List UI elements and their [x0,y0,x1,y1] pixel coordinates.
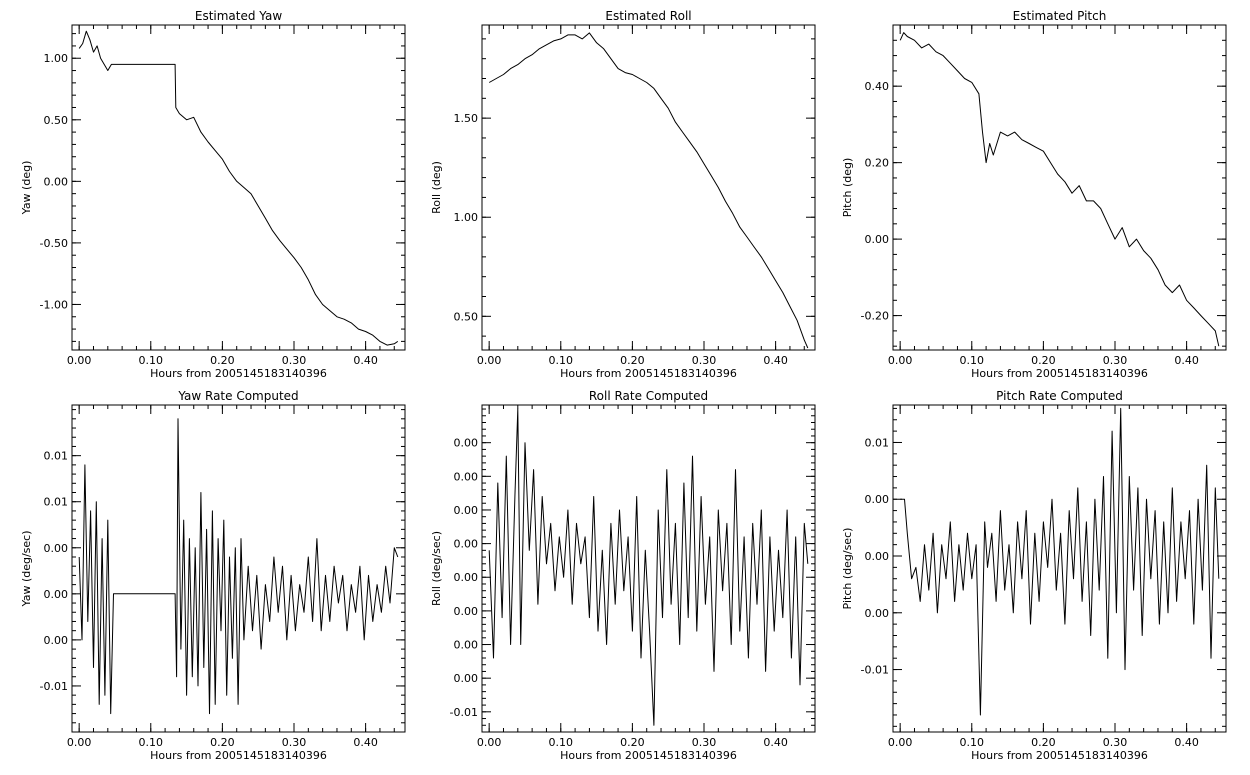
x-tick-label: 0.20 [620,736,645,749]
y-tick-label: -0.50 [40,237,68,250]
y-tick-label: 0.00 [865,233,890,246]
x-tick-label: 0.00 [477,736,502,749]
x-tick-label: 0.30 [282,736,307,749]
x-axis-label: Hours from 2005145183140396 [971,749,1148,762]
y-tick-label: -0.01 [450,706,478,719]
series-line [899,32,1220,347]
x-tick-label: 0.10 [549,354,574,367]
y-tick-label: -0.20 [861,310,889,323]
y-tick-label: 1.00 [44,52,69,65]
y-tick-label: -1.00 [40,298,68,311]
x-tick-label: 0.10 [960,354,985,367]
plot-frame [892,24,1227,351]
y-tick-label: 0.01 [865,436,890,449]
x-tick-label: 0.40 [763,354,788,367]
x-tick-label: 0.40 [1174,354,1199,367]
x-axis-label: Hours from 2005145183140396 [150,749,327,762]
x-tick-label: 0.20 [210,736,235,749]
x-axis-label: Hours from 2005145183140396 [560,367,737,380]
x-axis-label: Hours from 2005145183140396 [150,367,327,380]
y-axis-label: Pitch (deg) [841,158,854,218]
y-tick-label: 0.01 [44,450,69,463]
x-axis-label: Hours from 2005145183140396 [560,749,737,762]
y-axis-label: Roll (deg) [430,161,443,214]
x-tick-label: 0.20 [210,354,235,367]
y-tick-label: 0.00 [454,538,479,551]
y-tick-label: 0.00 [454,504,479,517]
y-tick-label: 0.00 [865,607,890,620]
chart-panel-1: Estimated Yaw Hours from 2005145183140396… [20,9,406,380]
y-tick-label: 1.50 [454,112,479,125]
x-tick-label: 0.30 [692,354,717,367]
series-line [488,408,809,726]
x-tick-label: 0.10 [139,736,164,749]
y-tick-label: 0.50 [454,310,479,323]
y-tick-label: 0.00 [44,175,69,188]
y-tick-label: 0.00 [865,550,890,563]
x-tick-label: 0.00 [888,736,913,749]
y-axis-label: Pitch (deg/sec) [841,528,854,610]
series-line [900,407,1220,716]
y-tick-label: 0.00 [454,571,479,584]
chart-title: Estimated Pitch [1013,9,1107,23]
chart-panel-3: Estimated Pitch Hours from 20051451831403… [841,9,1227,380]
x-tick-label: 0.10 [960,736,985,749]
chart-title: Pitch Rate Computed [996,389,1123,403]
x-tick-label: 0.00 [67,736,92,749]
y-tick-label: 0.00 [454,437,479,450]
y-tick-label: 0.00 [44,542,69,555]
x-tick-label: 0.20 [620,354,645,367]
plot-frame [481,24,816,351]
y-axis-label: Yaw (deg/sec) [20,530,33,607]
series-line [78,30,399,346]
x-tick-label: 0.40 [1174,736,1199,749]
x-tick-label: 0.10 [139,354,164,367]
plot-frame [892,404,1227,733]
y-tick-label: 0.00 [454,639,479,652]
y-tick-label: 0.00 [44,588,69,601]
y-tick-label: 0.50 [44,114,69,127]
y-tick-label: -0.01 [40,680,68,693]
y-axis-label: Roll (deg/sec) [430,531,443,606]
x-tick-label: 0.30 [692,736,717,749]
y-tick-label: 0.40 [865,80,890,93]
y-tick-label: 0.00 [44,634,69,647]
plot-frame [71,24,406,351]
y-tick-label: 1.00 [454,211,479,224]
x-tick-label: 0.00 [888,354,913,367]
x-tick-label: 0.40 [353,736,378,749]
chart-title: Roll Rate Computed [589,389,708,403]
x-tick-label: 0.20 [1031,354,1056,367]
x-tick-label: 0.30 [1103,736,1128,749]
series-line [488,32,809,349]
y-axis-label: Yaw (deg) [20,161,33,216]
y-tick-label: 0.01 [44,496,69,509]
x-tick-label: 0.40 [763,736,788,749]
y-tick-label: 0.00 [454,470,479,483]
series-line [78,418,399,715]
x-tick-label: 0.10 [549,736,574,749]
plot-frame [481,404,816,733]
chart-panel-6: Pitch Rate Computed Hours from 2005145183… [841,389,1227,762]
x-tick-label: 0.00 [67,354,92,367]
chart-panel-4: Yaw Rate Computed Hours from 200514518314… [20,389,406,762]
y-tick-label: 0.00 [454,672,479,685]
chart-panel-2: Estimated Roll Hours from 200514518314039… [430,9,816,380]
x-tick-label: 0.20 [1031,736,1056,749]
y-tick-label: 0.00 [865,493,890,506]
x-axis-label: Hours from 2005145183140396 [971,367,1148,380]
chart-title: Estimated Roll [605,9,691,23]
x-tick-label: 0.40 [353,354,378,367]
x-tick-label: 0.00 [477,354,502,367]
y-tick-label: -0.01 [861,664,889,677]
chart-panel-5: Roll Rate Computed Hours from 20051451831… [430,389,816,762]
x-tick-label: 0.30 [282,354,307,367]
y-tick-label: 0.00 [454,605,479,618]
y-tick-label: 0.20 [865,157,890,170]
chart-title: Yaw Rate Computed [177,389,298,403]
chart-title: Estimated Yaw [195,9,282,23]
x-tick-label: 0.30 [1103,354,1128,367]
plot-frame [71,404,406,733]
